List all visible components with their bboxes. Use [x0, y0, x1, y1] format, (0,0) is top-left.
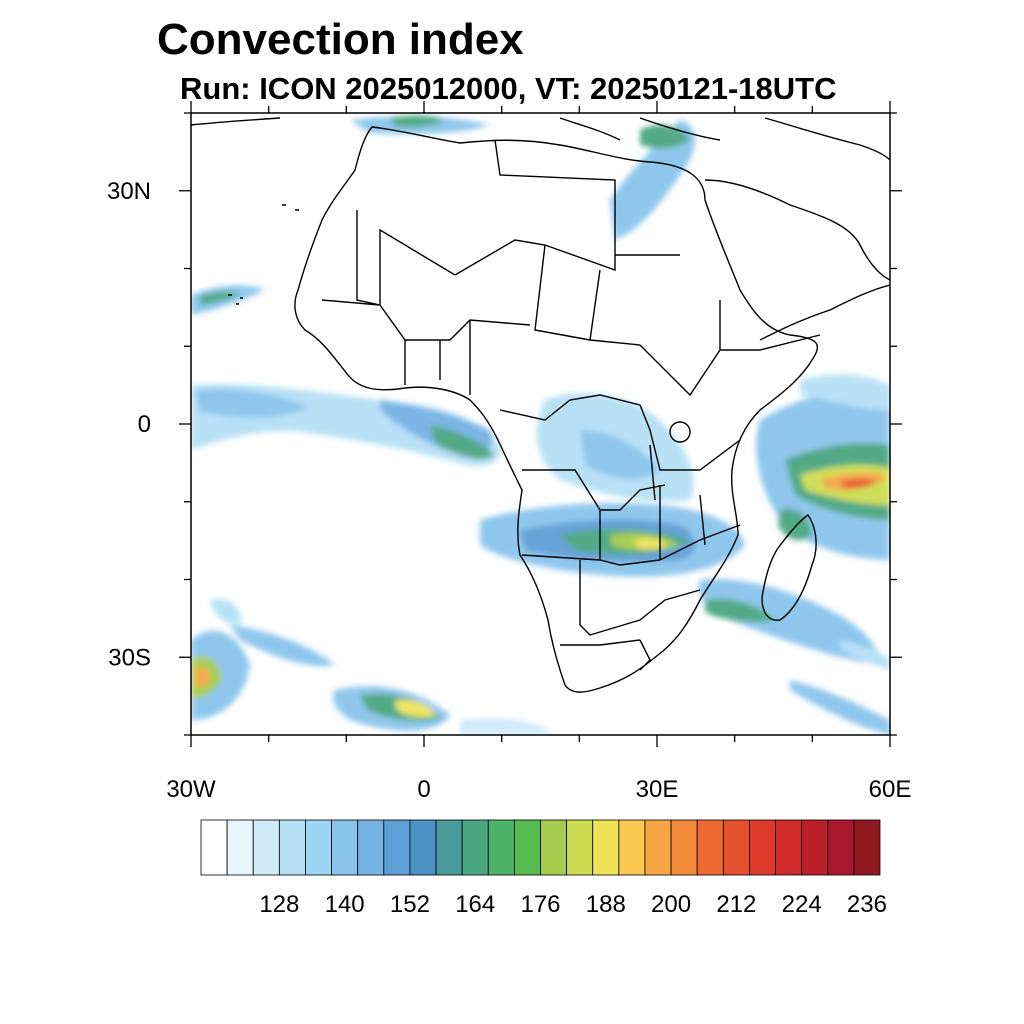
lat-tick-label: 0 [138, 411, 151, 438]
lon-tick-label: 30E [636, 776, 679, 803]
colorbar-swatch [592, 819, 620, 876]
axis-ticks [179, 101, 902, 747]
colorbar-swatch [696, 819, 724, 876]
colorbar-label: 140 [325, 891, 365, 918]
colorbar-swatch [200, 819, 228, 876]
map-subtitle: Run: ICON 2025012000, VT: 20250121-18UTC [180, 71, 837, 106]
colorbar-swatch [827, 819, 855, 876]
madagascar-coastline [761, 514, 817, 621]
colorbar-label: 128 [259, 891, 299, 918]
lon-tick-label: 30W [166, 776, 216, 803]
colorbar-swatch [513, 819, 541, 876]
colorbar-swatch [331, 819, 359, 876]
arabia-coastline [704, 179, 890, 341]
map-title: Convection index [157, 15, 524, 64]
colorbar-label: 188 [586, 891, 626, 918]
africa-coastline [294, 126, 819, 693]
colorbar-label: 236 [847, 891, 887, 918]
colorbar-label: 164 [455, 891, 495, 918]
colorbar-swatch [409, 819, 437, 876]
colorbar-swatch [775, 819, 803, 876]
colorbar-swatch [618, 819, 646, 876]
colorbar-swatch [540, 819, 568, 876]
colorbar-label: 152 [390, 891, 430, 918]
colorbar-swatch [383, 819, 411, 876]
convection-field [191, 115, 890, 735]
colorbar-label: 224 [782, 891, 822, 918]
colorbar-swatch [487, 819, 515, 876]
colorbar-label: 176 [520, 891, 560, 918]
colorbar-swatch [305, 819, 332, 876]
lon-tick-label: 0 [417, 776, 430, 803]
colorbar-swatch [566, 819, 594, 876]
colorbar-swatch [853, 819, 881, 876]
lat-tick-label: 30S [108, 644, 151, 671]
colorbar-swatch [435, 819, 463, 876]
colorbar-swatch [226, 819, 254, 876]
colorbar-swatch [278, 819, 306, 876]
colorbar-swatch [644, 819, 672, 876]
lon-tick-label: 60E [869, 776, 912, 803]
colorbar-swatch [461, 819, 489, 876]
colorbar-swatch [801, 819, 829, 876]
colorbar-swatch [722, 819, 750, 876]
colorbar-swatch [749, 819, 776, 876]
coastlines-borders [191, 117, 890, 693]
colorbar: 128 140 152 164 176 188 200 212 224 236 [200, 819, 887, 918]
country-borders [321, 139, 821, 671]
colorbar-label: 212 [716, 891, 756, 918]
colorbar-swatch [252, 819, 280, 876]
colorbar-swatch [670, 819, 698, 876]
colorbar-label: 200 [651, 891, 691, 918]
europe-coastline [191, 117, 890, 161]
axis-tick-labels: 30N 0 30S 30W 0 30E 60E [107, 178, 911, 803]
lat-tick-label: 30N [107, 178, 151, 205]
colorbar-swatch [357, 819, 385, 876]
